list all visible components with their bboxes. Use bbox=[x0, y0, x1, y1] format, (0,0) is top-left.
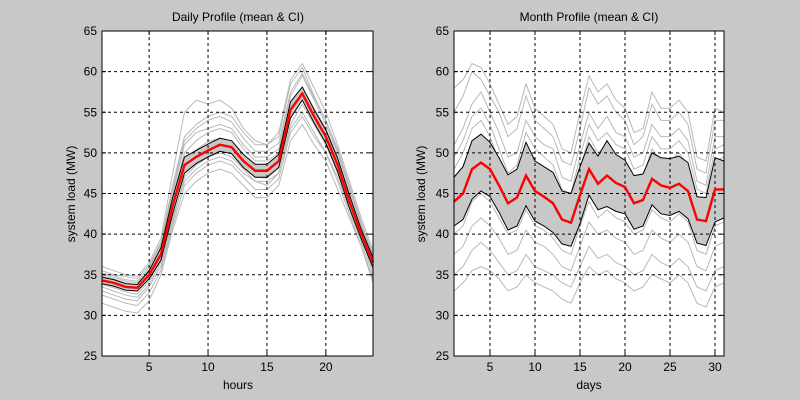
daily-x-tick-label: 10 bbox=[201, 360, 215, 374]
daily-mean-line bbox=[101, 91, 375, 289]
month-background-curve bbox=[453, 241, 725, 292]
daily-y-tick-label: 35 bbox=[84, 268, 98, 282]
daily-background-curve bbox=[101, 62, 374, 277]
daily-upper-ci-line bbox=[101, 86, 374, 286]
month-profile-panel: Month Profile (mean & CI) days system lo… bbox=[414, 10, 725, 392]
month-profile-plot-area: 5 10 15 20 25 30 25 30 35 40 45 50 55 60 65 bbox=[436, 24, 725, 374]
month-y-tick-label: 60 bbox=[436, 65, 450, 79]
month-background-curve bbox=[453, 107, 725, 195]
month-ci-band bbox=[454, 134, 724, 247]
month-y-tick-label: 65 bbox=[436, 24, 450, 38]
month-y-tick-label: 50 bbox=[436, 146, 450, 160]
daily-y-tick-label: 65 bbox=[84, 24, 98, 38]
daily-y-tick-label: 25 bbox=[84, 349, 98, 363]
month-y-tick-label: 25 bbox=[436, 349, 450, 363]
month-x-tick-label: 15 bbox=[573, 360, 587, 374]
daily-background-curve bbox=[101, 115, 374, 307]
month-x-tick-label: 20 bbox=[618, 360, 632, 374]
daily-y-tick-label: 55 bbox=[84, 105, 98, 119]
month-y-tick-label: 40 bbox=[436, 227, 450, 241]
month-profile-title: Month Profile (mean & CI) bbox=[520, 10, 659, 24]
daily-y-tick-label: 60 bbox=[84, 65, 98, 79]
month-profile-ylabel: system load (MW) bbox=[414, 146, 428, 243]
daily-plot-background bbox=[102, 31, 373, 356]
month-upper-ci-line bbox=[453, 133, 725, 199]
daily-profile-plot-area: 5 10 15 20 25 30 35 40 45 50 55 60 65 bbox=[84, 24, 375, 374]
month-x-tick-label: 25 bbox=[663, 360, 677, 374]
month-x-tick-label: 5 bbox=[487, 360, 494, 374]
month-mean-line bbox=[453, 161, 724, 225]
daily-profile-ylabel: system load (MW) bbox=[64, 146, 78, 243]
daily-lower-ci-line bbox=[101, 99, 374, 292]
daily-profile-panel: Daily Profile (mean & CI) hours system l… bbox=[64, 10, 375, 392]
daily-x-tick-label: 20 bbox=[319, 360, 333, 374]
daily-y-tick-label: 45 bbox=[84, 187, 98, 201]
daily-y-tick-label: 40 bbox=[84, 227, 98, 241]
daily-profile-xlabel: hours bbox=[223, 378, 253, 392]
daily-x-tick-label: 15 bbox=[260, 360, 274, 374]
month-y-tick-label: 55 bbox=[436, 105, 450, 119]
daily-profile-title: Daily Profile (mean & CI) bbox=[172, 10, 304, 24]
month-background-curve bbox=[453, 62, 725, 162]
daily-x-tick-label: 5 bbox=[146, 360, 153, 374]
daily-background-curve bbox=[101, 72, 374, 282]
month-background-curve bbox=[453, 192, 725, 256]
daily-background-curve bbox=[101, 123, 374, 314]
month-x-tick-label: 30 bbox=[708, 360, 722, 374]
month-profile-xlabel: days bbox=[576, 378, 601, 392]
daily-y-tick-label: 30 bbox=[84, 308, 98, 322]
month-lower-ci-line bbox=[453, 190, 725, 247]
month-y-tick-label: 45 bbox=[436, 187, 450, 201]
daily-y-tick-label: 50 bbox=[84, 146, 98, 160]
month-x-tick-label: 10 bbox=[528, 360, 542, 374]
daily-background-curve bbox=[101, 103, 374, 302]
month-y-tick-label: 30 bbox=[436, 308, 450, 322]
month-y-tick-label: 35 bbox=[436, 268, 450, 282]
daily-background-curve bbox=[101, 74, 374, 284]
